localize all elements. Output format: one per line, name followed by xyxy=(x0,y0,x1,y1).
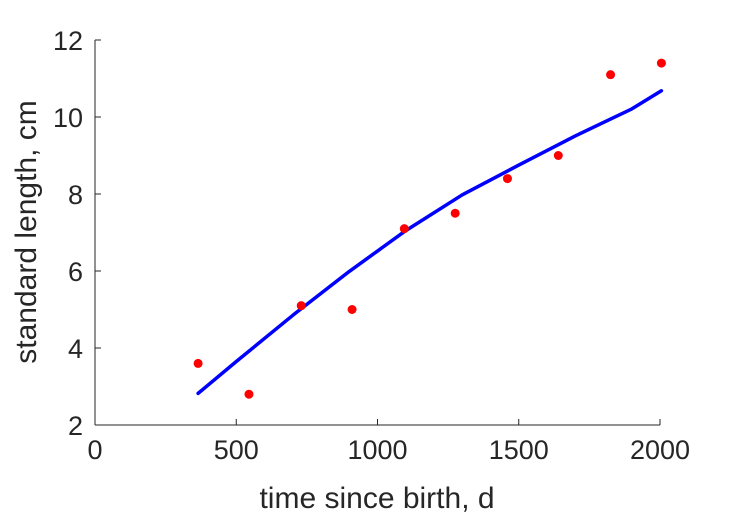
axes xyxy=(94,40,660,426)
data-point xyxy=(450,208,460,218)
data-point xyxy=(296,301,306,311)
x-tick-label: 1000 xyxy=(347,435,407,465)
x-tick-label: 0 xyxy=(87,435,102,465)
y-tick-label: 2 xyxy=(68,411,83,441)
y-tick-label: 8 xyxy=(68,180,83,210)
y-tick-label: 12 xyxy=(53,26,83,56)
y-tick-label: 4 xyxy=(68,334,83,364)
data-point xyxy=(502,174,512,184)
y-axis-title: standard length, cm xyxy=(10,100,43,363)
data-point xyxy=(347,305,357,314)
x-ticks: 0 500 1000 1500 2000 xyxy=(87,419,690,465)
plot-area xyxy=(193,58,666,399)
x-tick-label: 1500 xyxy=(489,435,549,465)
data-point xyxy=(553,151,563,160)
data-point xyxy=(399,224,409,234)
x-tick-label: 2000 xyxy=(630,435,690,465)
y-tick-label: 10 xyxy=(53,103,83,133)
x-tick-label: 500 xyxy=(214,435,259,465)
data-point xyxy=(193,358,203,368)
fit-line xyxy=(196,89,664,396)
data-point xyxy=(606,70,616,80)
y-ticks: 2 4 6 8 10 12 xyxy=(53,26,101,441)
data-point xyxy=(244,389,254,399)
x-axis-title: time since birth, d xyxy=(259,482,494,515)
y-tick-label: 6 xyxy=(68,257,83,287)
data-point xyxy=(656,58,666,68)
